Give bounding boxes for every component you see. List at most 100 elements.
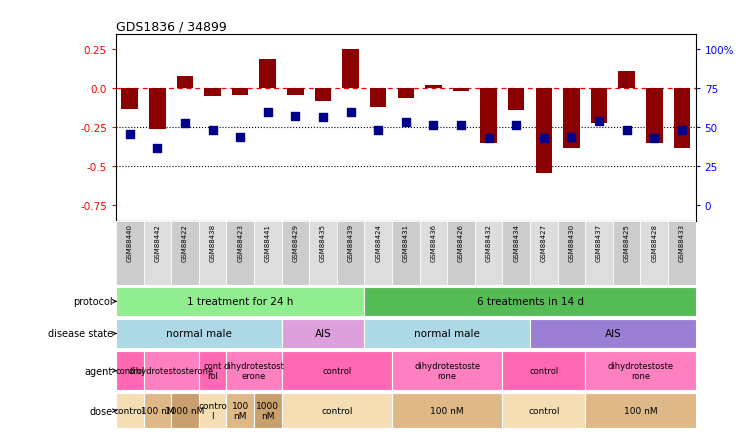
Text: dihydrotestoste
rone: dihydrotestoste rone [414, 362, 480, 380]
Bar [254, 393, 281, 428]
Bar [337, 221, 364, 286]
Text: GSM88427: GSM88427 [541, 224, 547, 261]
Text: GSM88442: GSM88442 [154, 224, 160, 261]
Bar [503, 352, 585, 390]
Text: dihydrotestoste
rone: dihydrotestoste rone [607, 362, 673, 380]
Bar [640, 221, 668, 286]
Text: cont
rol: cont rol [203, 362, 221, 380]
Text: 1000 nM: 1000 nM [165, 406, 205, 415]
Text: dose: dose [90, 406, 113, 416]
Point [565, 135, 577, 141]
Text: AIS: AIS [604, 329, 621, 339]
Text: disease state: disease state [48, 329, 113, 339]
Bar [227, 221, 254, 286]
Bar [315, 89, 331, 102]
Bar [392, 393, 503, 428]
Text: GSM88428: GSM88428 [652, 224, 657, 261]
Bar [254, 221, 281, 286]
Point [317, 115, 329, 122]
Text: GSM88426: GSM88426 [458, 224, 464, 261]
Text: 100 nM: 100 nM [141, 406, 174, 415]
Bar [536, 89, 552, 173]
Bar [530, 319, 696, 349]
Bar [204, 89, 221, 97]
Text: GSM88437: GSM88437 [596, 224, 602, 261]
Bar [149, 89, 165, 130]
Bar [227, 352, 281, 390]
Bar [585, 393, 696, 428]
Bar [260, 59, 276, 89]
Text: control: control [322, 366, 352, 375]
Text: protocol: protocol [73, 296, 113, 306]
Bar [281, 352, 392, 390]
Point [123, 132, 135, 138]
Text: GSM88430: GSM88430 [568, 224, 574, 261]
Bar [171, 221, 199, 286]
Text: agent: agent [85, 366, 113, 376]
Bar [343, 50, 359, 89]
Bar [420, 221, 447, 286]
Bar [453, 89, 469, 92]
Text: 1 treatment for 24 h: 1 treatment for 24 h [187, 296, 293, 306]
Bar [199, 352, 227, 390]
Bar [480, 89, 497, 144]
Text: GSM88431: GSM88431 [402, 224, 409, 261]
Text: 1000
nM: 1000 nM [257, 401, 279, 420]
Text: GSM88436: GSM88436 [430, 224, 436, 261]
Text: GSM88435: GSM88435 [320, 224, 326, 261]
Bar [116, 287, 364, 316]
Point [455, 122, 467, 129]
Bar [281, 221, 309, 286]
Bar [370, 89, 387, 108]
Text: GSM88424: GSM88424 [375, 224, 381, 261]
Bar [116, 319, 281, 349]
Text: GSM88432: GSM88432 [485, 224, 491, 261]
Text: 100 nM: 100 nM [624, 406, 657, 415]
Bar [199, 393, 227, 428]
Point [538, 135, 550, 142]
Bar [364, 319, 530, 349]
Text: GDS1836 / 34899: GDS1836 / 34899 [116, 20, 227, 33]
Bar [144, 393, 171, 428]
Point [262, 109, 274, 116]
Text: GSM88433: GSM88433 [679, 224, 685, 261]
Bar [530, 221, 557, 286]
Text: 6 treatments in 14 d: 6 treatments in 14 d [476, 296, 583, 306]
Bar [563, 89, 580, 148]
Bar [646, 89, 663, 144]
Bar [425, 86, 441, 89]
Point [373, 128, 384, 135]
Text: GSM88439: GSM88439 [348, 224, 354, 261]
Bar [116, 393, 144, 428]
Bar [144, 352, 199, 390]
Point [621, 128, 633, 135]
Bar [121, 89, 138, 109]
Point [289, 113, 301, 120]
Bar [177, 77, 193, 89]
Bar [557, 221, 585, 286]
Text: contro
l: contro l [198, 401, 227, 420]
Text: GSM88423: GSM88423 [237, 224, 243, 261]
Point [649, 135, 660, 142]
Bar [508, 89, 524, 111]
Bar [619, 72, 635, 89]
Bar [281, 319, 364, 349]
Bar [668, 221, 696, 286]
Text: control: control [321, 406, 352, 415]
Bar [364, 221, 392, 286]
Bar [585, 352, 696, 390]
Bar [392, 352, 503, 390]
Bar [447, 221, 475, 286]
Bar [199, 221, 227, 286]
Bar [281, 393, 392, 428]
Text: dihydrotestosterone: dihydrotestosterone [129, 366, 214, 375]
Bar [673, 89, 690, 148]
Point [234, 134, 246, 141]
Text: GSM88438: GSM88438 [209, 224, 215, 261]
Text: normal male: normal male [166, 329, 232, 339]
Point [345, 109, 357, 116]
Text: GSM88434: GSM88434 [513, 224, 519, 261]
Bar [116, 221, 144, 286]
Text: control: control [114, 406, 146, 415]
Text: control: control [115, 366, 144, 375]
